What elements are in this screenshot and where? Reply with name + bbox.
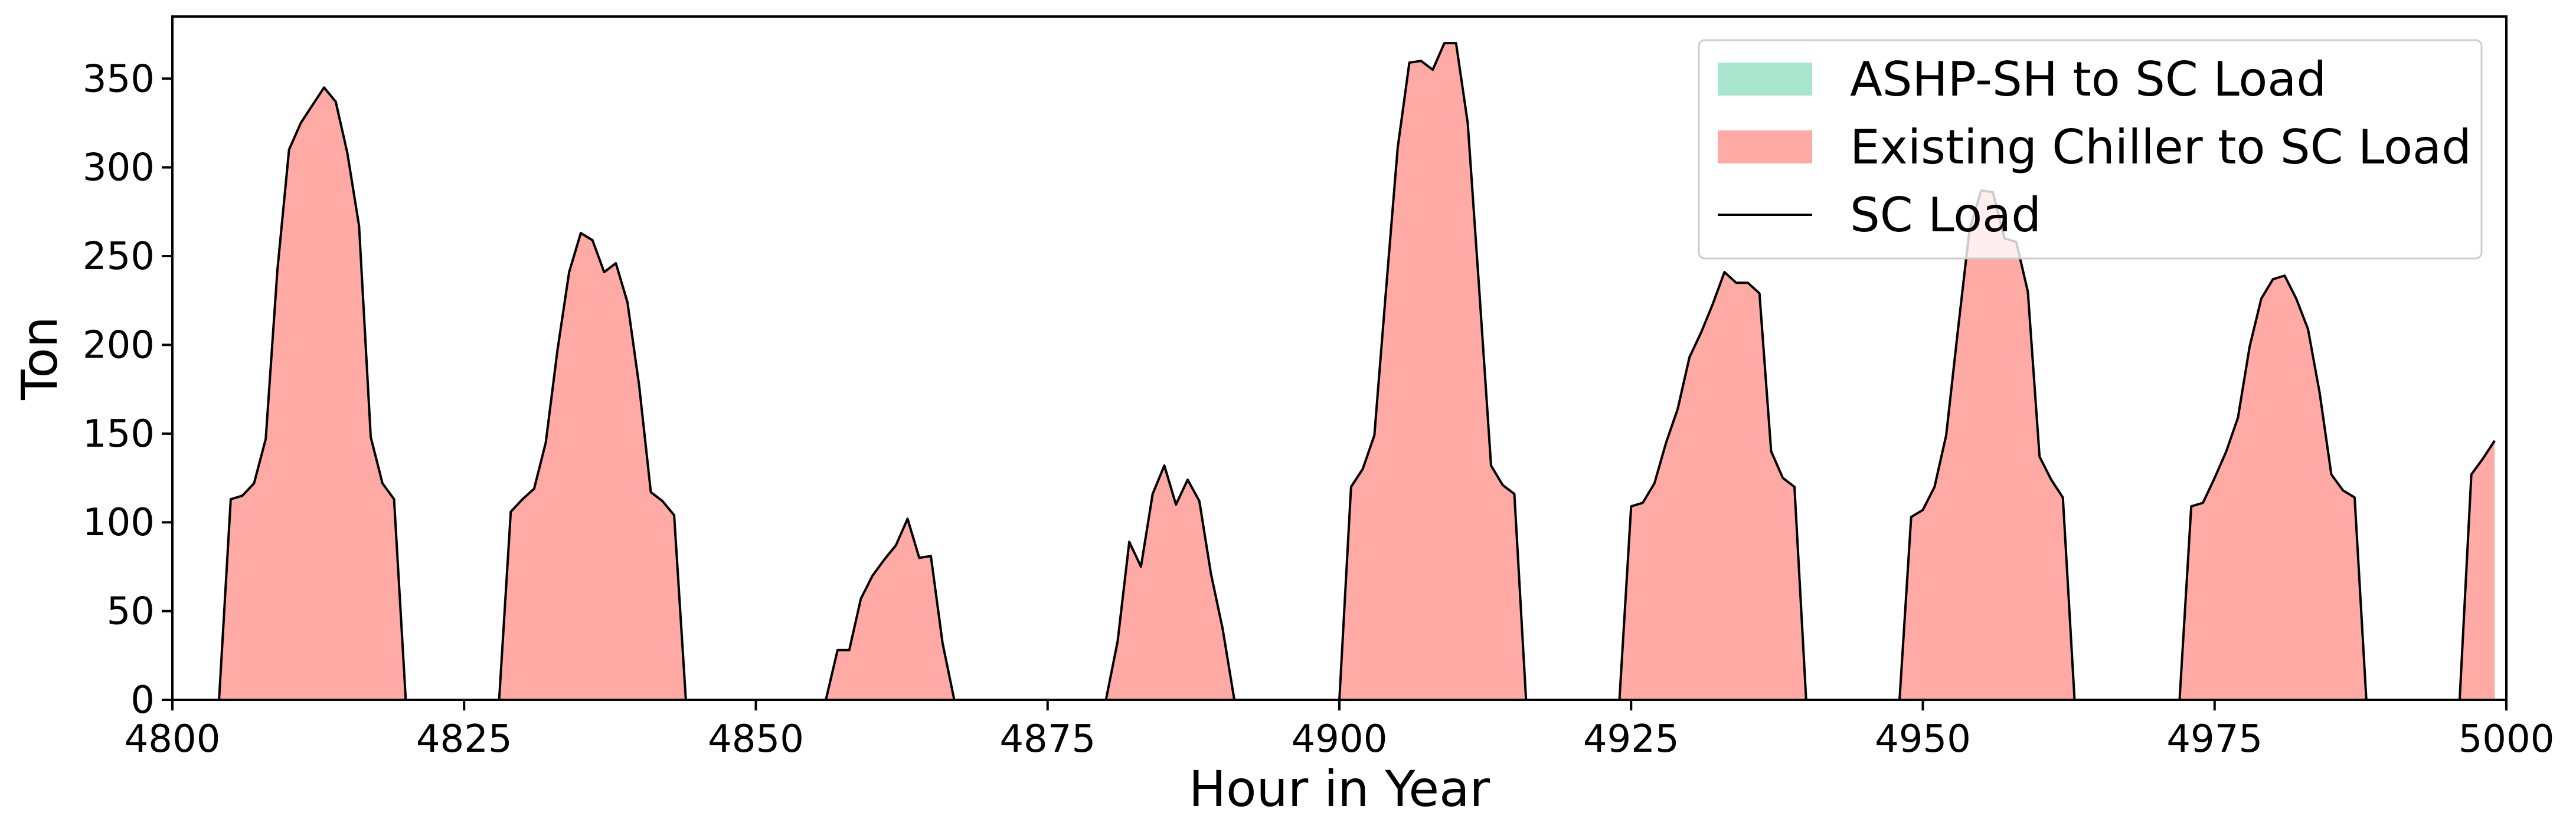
y-axis-title: Ton: [11, 316, 68, 401]
legend-swatch-existing-chiller: [1718, 130, 1812, 163]
y-tick-label: 250: [83, 235, 155, 279]
x-tick-label: 4975: [2166, 718, 2263, 761]
legend-box: [1698, 39, 2483, 260]
x-tick-label: 4800: [125, 718, 221, 761]
x-tick-label: 4900: [1292, 718, 1388, 761]
legend-label-ashp-sh: ASHP-SH to SC Load: [1850, 52, 2326, 107]
ticks-layer: 4800 4825 4850 4875 4900 4925 4950 4975 5000 0 50 1…: [83, 57, 2555, 761]
plot-frame: [171, 15, 2508, 701]
x-tick-label: 4825: [416, 718, 512, 761]
x-tick-label: 4850: [708, 718, 804, 761]
legend-label-sc-load: SC Load: [1850, 188, 2041, 243]
legend-swatch-ashp-sh: [1718, 63, 1812, 96]
x-tick-label: 4925: [1583, 718, 1679, 761]
x-tick-label: 5000: [2459, 718, 2555, 761]
x-tick-label: 4950: [1875, 718, 1971, 761]
y-tick-label: 50: [107, 590, 155, 634]
y-tick-label: 150: [83, 412, 155, 456]
y-tick-label: 350: [83, 57, 155, 101]
y-tick-label: 0: [130, 679, 155, 722]
legend: ASHP-SH to SC Load Existing Chiller to S…: [1698, 39, 2483, 260]
series-area-existing-chiller: [172, 43, 2495, 700]
legend-label-existing-chiller: Existing Chiller to SC Load: [1850, 120, 2472, 175]
y-tick-label: 300: [83, 146, 155, 190]
y-tick-label: 200: [83, 323, 155, 367]
y-tick-label: 100: [83, 501, 155, 545]
x-axis-title: Hour in Year: [1189, 760, 1490, 818]
x-tick-label: 4875: [999, 718, 1096, 761]
